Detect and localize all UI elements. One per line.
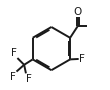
Text: F: F — [26, 74, 32, 84]
Text: O: O — [74, 7, 82, 17]
Text: F: F — [79, 54, 85, 64]
Text: F: F — [10, 72, 16, 82]
Text: F: F — [11, 48, 17, 58]
